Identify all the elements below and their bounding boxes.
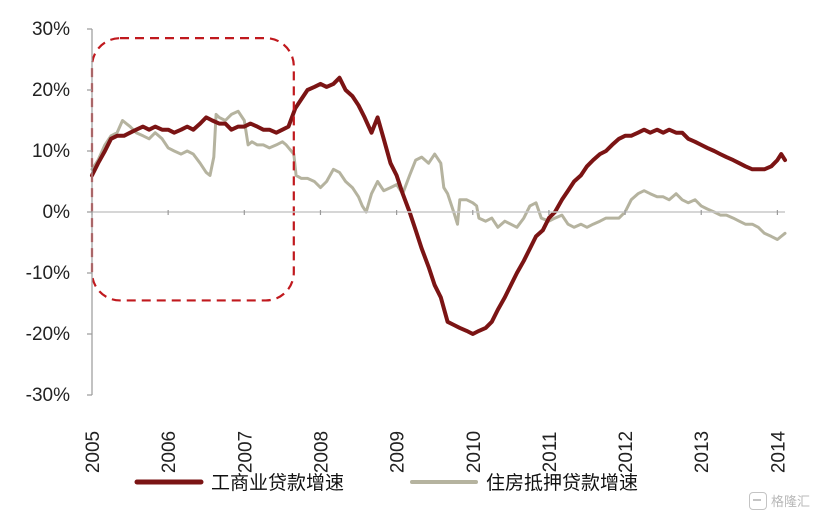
legend-label-2: 住房抵押贷款增速 (486, 472, 638, 494)
legend-label-1: 工商业贷款增速 (211, 472, 344, 494)
x-tick-label: 2011 (540, 432, 561, 473)
legend: 工商业贷款增速 住房抵押贷款增速 (134, 472, 638, 494)
watermark-text: 格隆汇 (770, 495, 810, 510)
series-line-1 (90, 75, 787, 336)
y-tick-label: 0% (43, 202, 71, 223)
plot-area (90, 37, 787, 336)
series-line-2 (90, 109, 787, 241)
x-tick-label: 2005 (83, 431, 104, 473)
highlight-box (90, 37, 295, 302)
x-tick-label: 2007 (235, 431, 256, 473)
x-tick-label: 2006 (159, 431, 180, 473)
axes: 30% 20% 10% 0% -10% -20% -30% 2005 2006 2007 2008 2… (26, 19, 790, 473)
y-tick-label: 20% (32, 80, 70, 101)
x-tick-label: 2012 (616, 431, 637, 473)
x-tick-label: 2008 (312, 431, 333, 473)
y-tick-label: -30% (26, 385, 70, 406)
x-tick-label: 2013 (692, 431, 713, 473)
y-tick-label: 30% (32, 19, 70, 40)
y-tick-label: 10% (32, 141, 70, 162)
watermark-logo-icon (748, 491, 767, 510)
x-tick-label: 2009 (388, 431, 409, 473)
watermark: 格隆汇 (748, 491, 810, 510)
y-tick-label: -10% (26, 263, 70, 284)
x-tick-label: 2010 (464, 431, 485, 473)
y-tick-label: -20% (26, 324, 70, 345)
x-tick-label: 2014 (768, 430, 789, 473)
